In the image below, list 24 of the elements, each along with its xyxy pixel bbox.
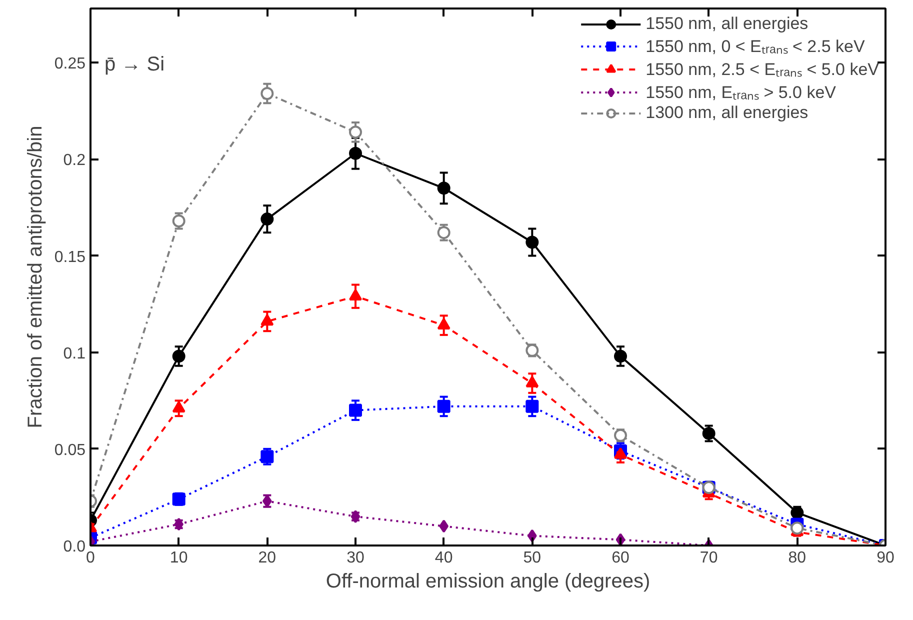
x-axis-title: Off-normal emission angle (degrees) <box>326 570 650 592</box>
x-tick-label: 70 <box>700 550 718 566</box>
y-tick-label: 0.25 <box>54 56 86 73</box>
y-tick-label: 0.05 <box>54 442 86 459</box>
legend-label: 1300 nm, all energies <box>646 103 808 123</box>
y-axis-title: Fraction of emitted antiprotons/bin <box>24 126 46 428</box>
legend-label: 1550 nm, 2.5 < Eₜᵣₐₙₛ < 5.0 keV <box>646 59 879 80</box>
legend-label: 1550 nm, Eₜᵣₐₙₛ > 5.0 keV <box>646 82 836 103</box>
x-tick-label: 0 <box>86 550 96 566</box>
legend-label: 1550 nm, 0 < Eₜᵣₐₙₛ < 2.5 keV <box>646 36 865 57</box>
y-tick-label: 0.1 <box>63 345 86 362</box>
x-tick-label: 40 <box>434 550 453 566</box>
y-tick-label: 0.15 <box>54 248 86 266</box>
y-tick-label: 0.0 <box>63 538 86 556</box>
x-tick-label: 50 <box>523 550 542 566</box>
y-tick-label: 0.2 <box>63 152 86 170</box>
x-tick-label: 30 <box>346 550 364 566</box>
x-tick-label: 80 <box>788 550 806 566</box>
x-tick-label: 90 <box>876 550 894 566</box>
x-tick-label: 60 <box>612 550 630 566</box>
x-tick-label: 20 <box>258 550 276 566</box>
x-tick-label: 10 <box>170 550 188 566</box>
annotation: p̄ → Si <box>104 54 165 76</box>
legend-label: 1550 nm, all energies <box>646 14 808 34</box>
